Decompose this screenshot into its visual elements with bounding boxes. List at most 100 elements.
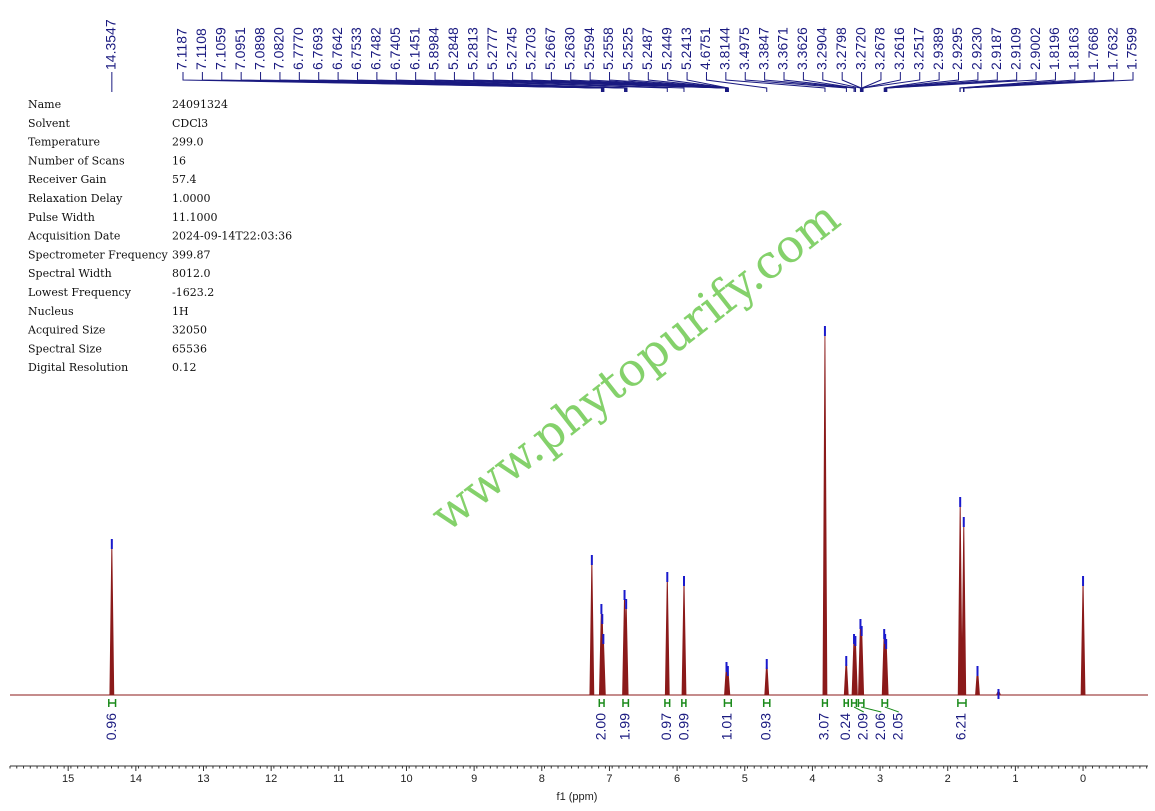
integral-label: 2.00 [592, 713, 608, 740]
x-tick-label: 9 [471, 773, 477, 785]
peak-leader [802, 72, 857, 92]
param-name: Acquired Size [27, 324, 105, 337]
peak-label: 1.7632 [1104, 27, 1120, 70]
peak-label: 6.1451 [406, 27, 422, 70]
peak-label: 1.8163 [1066, 27, 1082, 70]
integral-label: 0.96 [103, 713, 119, 740]
integral-label: 0.99 [675, 713, 691, 740]
peak-label: 6.7482 [368, 27, 384, 70]
peak-label: 3.2517 [910, 27, 926, 70]
integral-bracket [108, 699, 117, 707]
x-tick-label: 5 [742, 773, 748, 785]
integral-label: 1.99 [616, 713, 632, 740]
peak [681, 576, 687, 696]
peak-label: 7.1108 [193, 28, 209, 70]
peak-leader [395, 72, 628, 92]
peak-label: 3.3671 [775, 27, 791, 70]
x-axis-label: f1 (ppm) [557, 791, 598, 803]
param-value: 0.12 [172, 361, 197, 374]
peak-label: 1.8196 [1046, 27, 1062, 70]
param-name: Solvent [28, 117, 70, 130]
peak-label: 5.2745 [503, 27, 519, 70]
peak-leader [841, 72, 862, 92]
param-value: -1623.2 [172, 286, 214, 299]
peak-label: 5.2413 [678, 27, 694, 70]
x-tick-label: 13 [197, 773, 209, 785]
peak-label: 5.2558 [600, 27, 616, 70]
peak-label: 3.2720 [852, 27, 868, 70]
peak [109, 539, 115, 696]
integral-bracket [723, 699, 732, 707]
peak-label: 7.0820 [271, 27, 287, 70]
peak-label: 5.2449 [658, 27, 674, 70]
x-tick-label: 1 [1012, 773, 1018, 785]
integral-leader [884, 706, 899, 713]
peak-label: 7.1059 [212, 27, 228, 70]
peak-label: 14.3547 [103, 19, 119, 70]
x-tick-label: 3 [877, 773, 883, 785]
integral-leader [861, 706, 882, 713]
param-name: Spectral Size [28, 342, 102, 355]
peak-label: 5.2848 [445, 27, 461, 70]
peak-label: 5.2487 [639, 27, 655, 70]
param-name: Spectral Width [28, 267, 112, 280]
param-name: Name [28, 98, 61, 111]
x-tick-label: 10 [400, 773, 412, 785]
x-tick-label: 11 [333, 773, 344, 785]
peak-label: 3.2904 [813, 27, 829, 70]
peak-label: 2.9109 [1007, 27, 1023, 70]
peak-label: 5.2525 [620, 27, 636, 70]
peak-label: 3.2798 [833, 27, 849, 70]
integral-bracket [881, 699, 889, 707]
x-tick-label: 8 [539, 773, 545, 785]
param-value: 2024-09-14T22:03:36 [172, 230, 292, 243]
param-name: Relaxation Delay [28, 192, 123, 205]
integral-bracket [762, 699, 771, 707]
peak [589, 555, 595, 696]
x-tick-label: 4 [809, 773, 815, 785]
integral-bracket [957, 699, 967, 707]
peak-leader [963, 72, 1134, 92]
integral-label: 6.21 [953, 713, 969, 740]
integral-label: 0.93 [757, 713, 773, 740]
peak-label: 6.7405 [387, 27, 403, 70]
peak-leader [959, 72, 1076, 92]
param-name: Acquisition Date [27, 230, 120, 243]
peak-label: 2.9187 [988, 27, 1004, 70]
param-name: Spectrometer Frequency [28, 248, 168, 261]
integral-bracket [622, 699, 630, 707]
integral-bracket [850, 699, 858, 707]
peak-label: 2.9295 [949, 27, 965, 70]
param-value: 57.4 [172, 173, 197, 186]
peak-label: 1.7599 [1124, 27, 1140, 70]
integral-label: 2.05 [889, 713, 905, 740]
peak-label: 3.3847 [755, 27, 771, 70]
integral-leader [853, 706, 864, 713]
watermark: www.phytopurify.com [420, 190, 850, 542]
peak-label: 6.7693 [309, 27, 325, 70]
x-tick-label: 6 [674, 773, 680, 785]
peak-leader [883, 72, 940, 92]
integral-bracket [857, 699, 865, 707]
peak-label: 7.0898 [251, 27, 267, 70]
integral-bracket [598, 699, 605, 707]
param-value: 11.1000 [172, 211, 218, 224]
peak-label: 5.2703 [523, 27, 539, 70]
integral-label: 1.01 [719, 713, 735, 740]
peak-leader [885, 72, 1018, 92]
param-value: 1H [172, 305, 189, 318]
peak-leader [647, 72, 729, 92]
peak-label: 7.1187 [174, 28, 190, 70]
peak-leader [822, 72, 861, 92]
peak-leader [884, 72, 960, 92]
peak-label: 3.2616 [891, 27, 907, 70]
peak [822, 326, 828, 696]
peak-label: 6.7533 [348, 27, 364, 70]
peak-label: 5.2813 [465, 27, 481, 70]
peak-label: 2.9389 [930, 27, 946, 70]
integral-bracket [664, 699, 671, 707]
param-name: Number of Scans [28, 154, 125, 167]
param-name: Digital Resolution [28, 361, 128, 374]
peak-label: 5.2777 [484, 27, 500, 70]
peak-leader [861, 72, 901, 92]
